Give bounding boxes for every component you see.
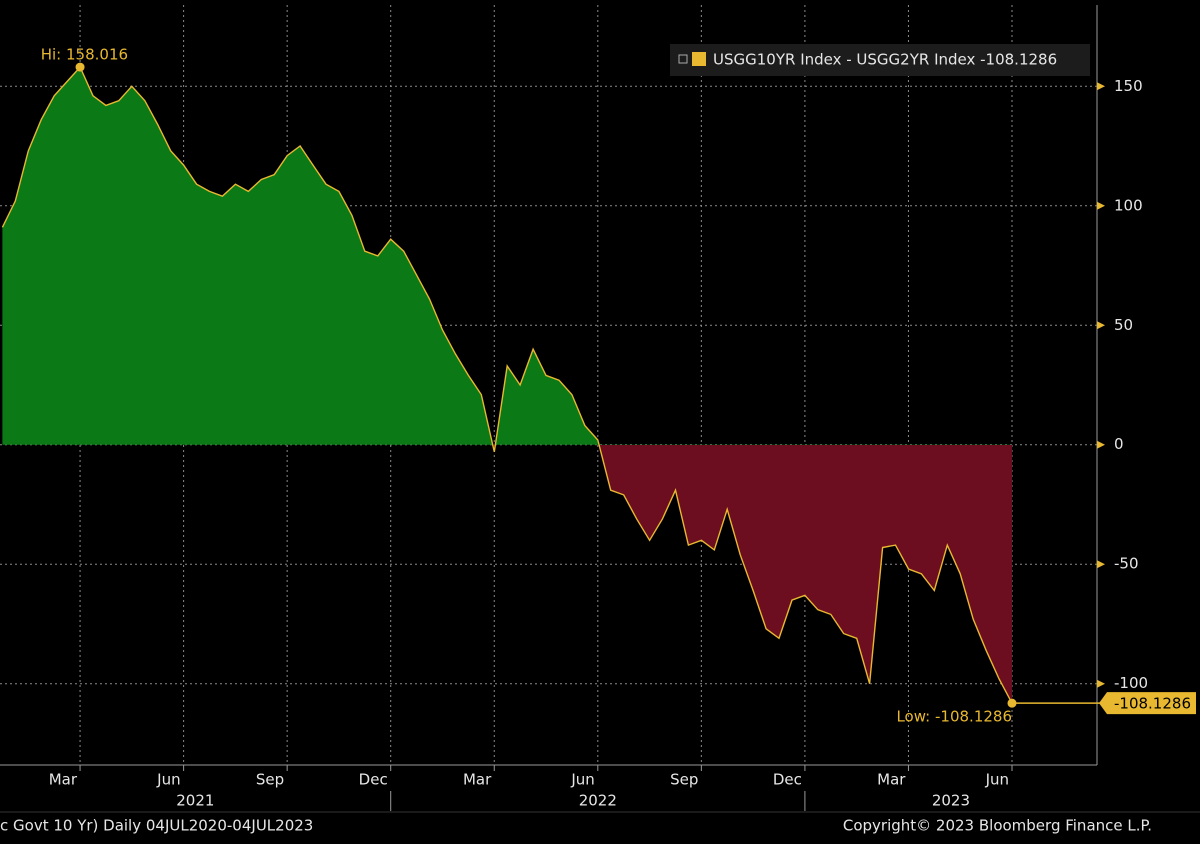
hi-marker: [75, 62, 85, 72]
legend-box: [670, 44, 1090, 76]
x-tick-label: Sep: [256, 771, 284, 789]
x-tick-label: Mar: [463, 771, 492, 789]
y-tick: [1097, 201, 1105, 210]
last-value-label: -108.1286: [1114, 695, 1191, 713]
y-tick-label: -50: [1114, 555, 1139, 573]
footer-left: c Govt 10 Yr) Daily 04JUL2020-04JUL2023: [0, 817, 313, 835]
y-tick: [1097, 321, 1105, 330]
low-label: Low: -108.1286: [896, 708, 1012, 726]
x-tick-label: Mar: [877, 771, 906, 789]
area-negative: [492, 445, 1012, 704]
y-tick-label: 0: [1114, 435, 1124, 453]
y-tick: [1097, 679, 1105, 688]
year-label: 2022: [579, 792, 617, 810]
y-tick: [1097, 440, 1105, 449]
x-tick-label: Sep: [670, 771, 698, 789]
hi-label: Hi: 158.016: [41, 46, 128, 64]
x-tick-label: Mar: [49, 771, 78, 789]
footer-right: Copyright© 2023 Bloomberg Finance L.P.: [843, 817, 1152, 835]
y-tick-label: 150: [1114, 77, 1143, 95]
legend-swatch: [692, 52, 706, 66]
x-tick-label: Jun: [985, 771, 1009, 789]
legend: USGG10YR Index - USGG2YR Index -108.1286: [670, 44, 1090, 76]
y-tick-label: 100: [1114, 196, 1143, 214]
x-tick-label: Dec: [359, 771, 388, 789]
year-label: 2021: [176, 792, 214, 810]
y-tick-label: 50: [1114, 316, 1133, 334]
legend-label: USGG10YR Index - USGG2YR Index -108.1286: [713, 51, 1057, 69]
y-tick: [1097, 82, 1105, 91]
y-tick-label: -100: [1114, 674, 1148, 692]
line: [1, 65, 1013, 704]
x-tick-label: Jun: [156, 771, 180, 789]
x-tick-label: Dec: [773, 771, 802, 789]
legend-toggle[interactable]: [678, 54, 688, 64]
x-tick-label: Jun: [570, 771, 594, 789]
year-label: 2023: [932, 792, 970, 810]
area-positive: [2, 67, 1012, 445]
last-value-tag: [1099, 692, 1196, 715]
y-tick: [1097, 560, 1105, 569]
